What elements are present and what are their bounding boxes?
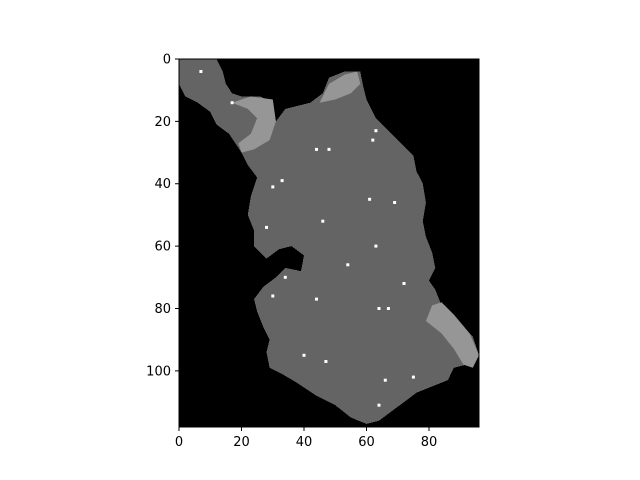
- data-point-17: [271, 294, 275, 298]
- x-tick-label-20: 20: [233, 435, 250, 450]
- data-point-10: [393, 201, 397, 204]
- y-tick-label-40: 40: [154, 177, 171, 192]
- heatmap-image: [179, 59, 479, 427]
- axes-frame: [178, 58, 480, 428]
- data-point-23: [383, 378, 387, 382]
- data-point-5: [315, 147, 318, 151]
- highlight-area-1: [232, 96, 276, 153]
- data-point-1: [199, 70, 203, 73]
- image-layers: [179, 59, 479, 427]
- y-tick-label-60: 60: [154, 240, 171, 255]
- data-point-15: [283, 275, 287, 279]
- x-tick-label-60: 60: [358, 435, 375, 450]
- data-point-21: [302, 353, 306, 357]
- data-point-16: [402, 282, 406, 285]
- y-tick-label-80: 80: [154, 302, 171, 317]
- data-point-22: [324, 360, 328, 363]
- data-point-24: [411, 375, 415, 379]
- data-point-4: [371, 138, 375, 142]
- data-point-13: [374, 244, 378, 248]
- region-area: [179, 59, 479, 424]
- data-point-12: [265, 225, 268, 229]
- data-point-20: [386, 307, 390, 310]
- data-point-3: [374, 129, 378, 133]
- data-point-7: [280, 179, 284, 183]
- y-tick-label-20: 20: [154, 115, 171, 130]
- data-point-11: [321, 219, 325, 223]
- data-point-6: [327, 147, 331, 151]
- x-tick-label-40: 40: [296, 435, 313, 450]
- data-point-8: [271, 185, 275, 189]
- y-tick-label-100: 100: [146, 364, 171, 379]
- x-tick-label-80: 80: [421, 435, 438, 450]
- y-tick-label-0: 0: [163, 53, 171, 68]
- x-tick-label-0: 0: [175, 435, 183, 450]
- data-point-18: [315, 297, 318, 301]
- axes: 0 20 40 60 80 0 20 40 60 80 100: [146, 53, 480, 450]
- data-point-14: [346, 263, 350, 267]
- data-point-9: [368, 197, 372, 201]
- data-point-25: [377, 403, 381, 407]
- highlight-area-3: [425, 302, 479, 368]
- highlight-area-2: [319, 71, 361, 103]
- data-point-19: [377, 307, 381, 310]
- data-point-2: [230, 101, 234, 105]
